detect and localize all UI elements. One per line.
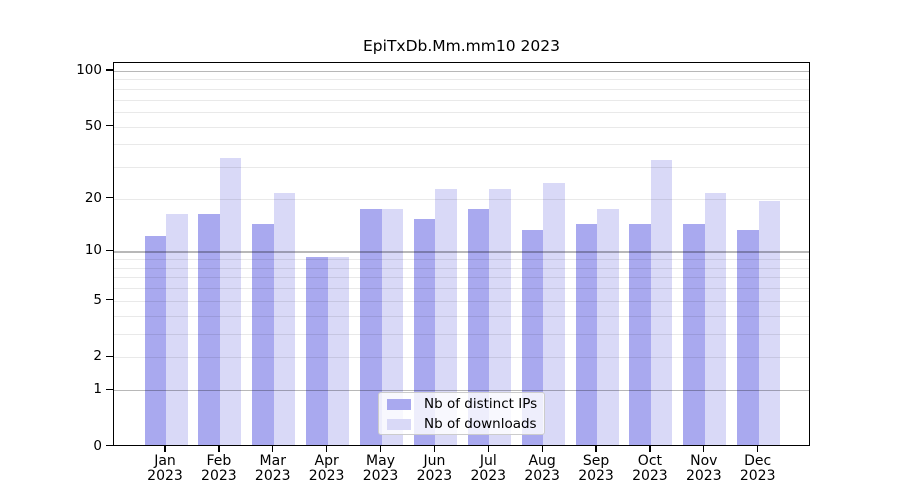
bar-nov-downloads (704, 193, 727, 445)
x-tick-may (379, 445, 382, 452)
x-tick-jan (164, 445, 166, 452)
plot-area (113, 61, 810, 446)
x-tick-sep (595, 445, 597, 452)
x-tick-label-apr: Apr 2023 (308, 452, 345, 484)
y-tick-label-10: 10 (84, 242, 102, 259)
gridline-minor-40 (114, 144, 809, 146)
gridline-minor-2 (114, 357, 809, 359)
gridline-minor-50 (114, 126, 809, 128)
legend: Nb of distinct IPs Nb of downloads (378, 392, 545, 435)
bar-jan-downloads (166, 214, 188, 445)
bar-jul-distinct-ips (467, 209, 490, 445)
bar-dec-distinct-ips (737, 229, 759, 445)
bar-mar-distinct-ips (252, 224, 274, 445)
x-tick-label-jan: Jan 2023 (147, 452, 183, 484)
legend-row-distinct-ips: Nb of distinct IPs (379, 394, 544, 414)
gridline-major-1 (114, 390, 809, 392)
gridline-minor-20 (114, 198, 809, 200)
gridline-minor-4 (114, 315, 809, 317)
x-tick-label-feb: Feb 2023 (201, 452, 237, 484)
y-tick-50 (106, 125, 113, 127)
x-tick-label-jun: Jun 2023 (416, 452, 453, 484)
y-tick-10 (106, 249, 113, 252)
y-tick-label-100: 100 (76, 62, 102, 78)
x-tick-feb (218, 445, 220, 452)
bar-may-downloads (381, 209, 404, 445)
legend-label-distinct-ips: Nb of distinct IPs (424, 396, 538, 412)
bar-jun-downloads (435, 189, 457, 445)
y-tick-label-1: 1 (93, 381, 102, 398)
x-tick-label-may: May 2023 (362, 452, 399, 484)
y-tick-20 (106, 197, 113, 199)
gridline-minor-3 (114, 333, 809, 335)
bar-jul-downloads (489, 189, 511, 445)
gridline-minor-7 (114, 277, 809, 279)
gridline-minor-30 (114, 167, 809, 169)
y-tick-label-50: 50 (84, 117, 102, 134)
y-tick-100 (106, 69, 113, 71)
bar-apr-distinct-ips (306, 257, 328, 445)
bar-sep-distinct-ips (575, 224, 598, 445)
legend-swatch-distinct-ips (387, 399, 411, 410)
bar-may-distinct-ips (360, 209, 382, 445)
x-tick-oct (649, 445, 651, 452)
gridline-minor-90 (114, 79, 809, 81)
bar-oct-distinct-ips (629, 224, 651, 445)
legend-label-downloads: Nb of downloads (424, 416, 537, 432)
x-tick-label-jul: Jul 2023 (470, 452, 507, 484)
chart-title: EpiTxDb.Mm.mm10 2023 (363, 37, 560, 55)
y-tick-5 (106, 299, 113, 301)
legend-swatch-downloads (387, 419, 411, 430)
x-tick-dec (757, 445, 759, 452)
bar-jan-distinct-ips (144, 235, 166, 445)
bar-dec-downloads (758, 200, 781, 445)
gridline-minor-8 (114, 267, 809, 269)
x-tick-nov (703, 445, 705, 452)
y-tick-label-0: 0 (93, 437, 102, 454)
y-tick-label-5: 5 (93, 291, 102, 308)
y-tick-2 (106, 355, 113, 357)
x-tick-label-dec: Dec 2023 (739, 452, 776, 484)
y-tick-0 (106, 444, 113, 447)
gridline-minor-9 (114, 259, 809, 261)
bar-aug-downloads (543, 182, 565, 445)
bar-sep-downloads (597, 209, 619, 445)
gridline-minor-70 (114, 99, 809, 101)
bar-nov-distinct-ips (683, 224, 705, 445)
bar-feb-downloads (219, 157, 242, 445)
bar-oct-downloads (650, 160, 673, 445)
x-tick-label-mar: Mar 2023 (254, 452, 291, 484)
bar-aug-distinct-ips (521, 229, 544, 445)
x-tick-label-aug: Aug 2023 (524, 452, 560, 484)
bar-mar-downloads (273, 193, 296, 445)
x-tick-label-sep: Sep 2023 (578, 452, 614, 484)
x-tick-jun (433, 445, 436, 452)
legend-row-downloads: Nb of downloads (379, 414, 544, 434)
gridline-major-10 (114, 251, 809, 253)
y-tick-label-2: 2 (93, 348, 102, 365)
x-tick-label-nov: Nov 2023 (685, 452, 722, 484)
gridline-minor-5 (114, 300, 809, 302)
gridline-minor-60 (114, 112, 809, 114)
bar-feb-distinct-ips (198, 214, 220, 445)
x-tick-aug (541, 445, 543, 452)
gridline-minor-80 (114, 88, 809, 90)
y-tick-1 (106, 388, 113, 390)
x-tick-apr (326, 445, 328, 452)
gridline-major-100 (114, 71, 809, 73)
y-tick-label-20: 20 (84, 189, 102, 206)
bar-apr-downloads (327, 257, 350, 445)
x-tick-mar (272, 445, 274, 452)
x-tick-label-oct: Oct 2023 (632, 452, 668, 484)
x-tick-jul (487, 445, 489, 452)
bar-jun-distinct-ips (413, 218, 436, 445)
gridline-minor-6 (114, 288, 809, 290)
